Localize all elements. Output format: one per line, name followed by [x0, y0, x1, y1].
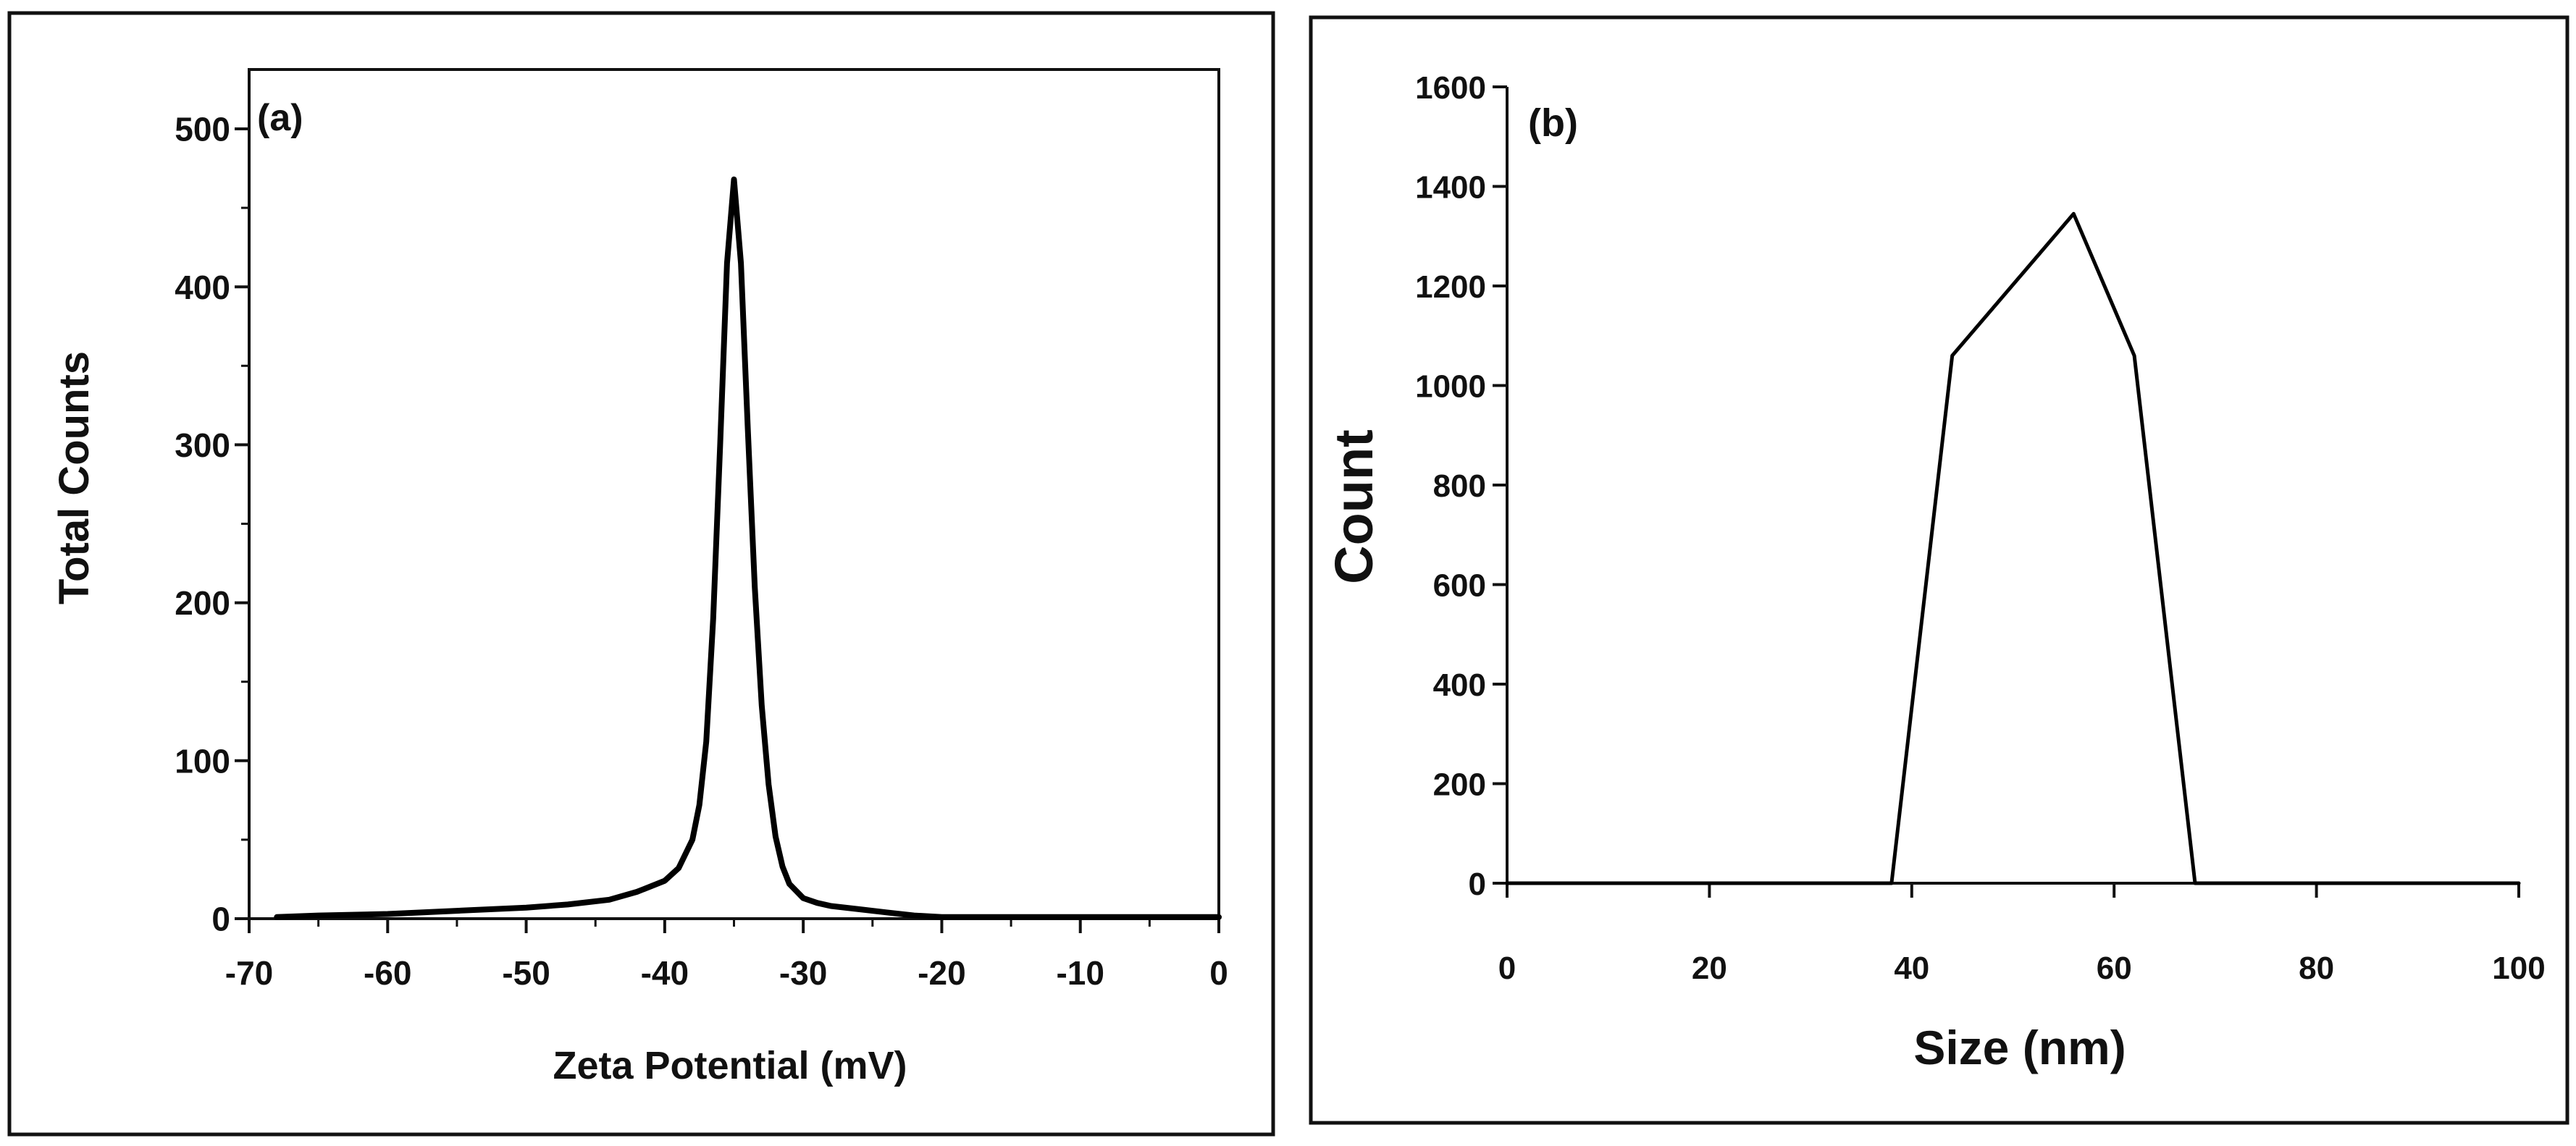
y-tick-label: 600 — [1433, 568, 1486, 603]
x-tick-label: -50 — [502, 954, 550, 992]
series-line-b — [1505, 211, 2521, 885]
y-tick-label: 0 — [1469, 867, 1486, 902]
y-tick-label: 1200 — [1415, 269, 1486, 305]
y-tick-label: 800 — [1433, 468, 1486, 504]
x-tick-label: -60 — [364, 954, 411, 992]
x-tick-label: -30 — [779, 954, 827, 992]
y-tick-label: 1000 — [1415, 368, 1486, 404]
x-tick-label: 80 — [2299, 951, 2334, 986]
x-tick-label: -40 — [641, 954, 689, 992]
x-tick-label: 40 — [1894, 951, 1929, 986]
x-tick-label: 0 — [1209, 954, 1228, 992]
x-tick-label: 60 — [2097, 951, 2132, 986]
x-tick-label: -10 — [1056, 954, 1104, 992]
y-tick-label: 200 — [1433, 767, 1486, 802]
x-tick-label: 100 — [2492, 951, 2545, 986]
y-tick-label: 1600 — [1415, 70, 1486, 106]
x-tick-label: 20 — [1692, 951, 1727, 986]
x-axis-title: Zeta Potential (mV) — [553, 1044, 907, 1087]
y-tick-label: 400 — [1433, 667, 1486, 703]
panel-b-chart: 0 20 40 60 80 1000200400600800100012001400160… — [1324, 70, 2546, 1074]
panel-label: (b) — [1528, 101, 1578, 145]
y-tick-label: 100 — [175, 742, 230, 780]
y-tick-label: 500 — [175, 111, 230, 148]
panel-b-frame — [1309, 15, 2569, 1125]
x-tick-label: -20 — [918, 954, 965, 992]
series-line-a — [274, 176, 1222, 920]
y-tick-label: 200 — [175, 584, 230, 622]
y-tick-label: 1400 — [1415, 169, 1486, 205]
x-axis-title: Size (nm) — [1913, 1021, 2126, 1074]
x-tick-label: 0 — [1498, 951, 1516, 986]
panel-a-chart: -70 -60 -50 -40 -30 -20 -10 0 0 100 200 300 400 500 Ze… — [51, 68, 1228, 1087]
y-axis-title: Total Counts — [51, 351, 98, 604]
y-tick-label: 400 — [175, 269, 230, 306]
y-tick-label: 300 — [175, 426, 230, 464]
y-tick-label: 0 — [211, 901, 230, 938]
y-axis-title: Count — [1324, 429, 1384, 584]
panel-label: (a) — [257, 97, 303, 139]
x-tick-label: -70 — [225, 954, 273, 992]
panel-a-frame — [7, 11, 1275, 1137]
